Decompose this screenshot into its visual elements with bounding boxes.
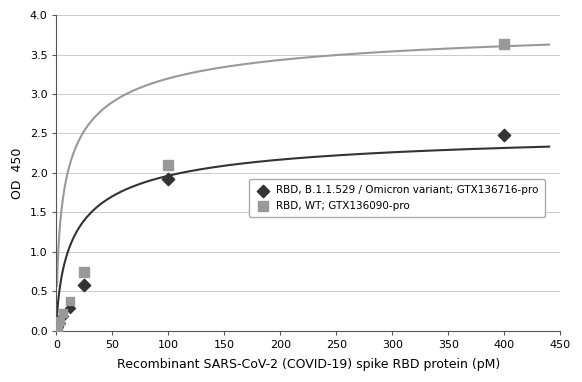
- Point: [55, 320, 65, 326]
- Legend: RBD, B.1.1.529 / Omicron variant; GTX136716-pro, RBD, WT; GTX136090-pro: RBD, B.1.1.529 / Omicron variant; GTX136…: [249, 179, 545, 217]
- RBD, B.1.1.529 / Omicron variant; GTX136716-pro: [164, 176, 173, 182]
- Point: [54, 324, 63, 330]
- Point: [66, 305, 75, 311]
- RBD, WT; GTX136090-pro: [164, 162, 173, 168]
- Point: [59, 313, 68, 319]
- RBD, WT; GTX136090-pro: [80, 269, 89, 275]
- Point: [55, 318, 65, 324]
- Point: [54, 324, 63, 330]
- X-axis label: Recombinant SARS-CoV-2 (COVID-19) spike RBD protein (pM): Recombinant SARS-CoV-2 (COVID-19) spike …: [117, 358, 500, 371]
- RBD, B.1.1.529 / Omicron variant; GTX136716-pro: [500, 132, 509, 138]
- Point: [59, 310, 68, 316]
- RBD, B.1.1.529 / Omicron variant; GTX136716-pro: [80, 282, 89, 288]
- Y-axis label: OD  450: OD 450: [11, 147, 24, 199]
- RBD, WT; GTX136090-pro: [500, 41, 509, 47]
- Point: [66, 298, 75, 304]
